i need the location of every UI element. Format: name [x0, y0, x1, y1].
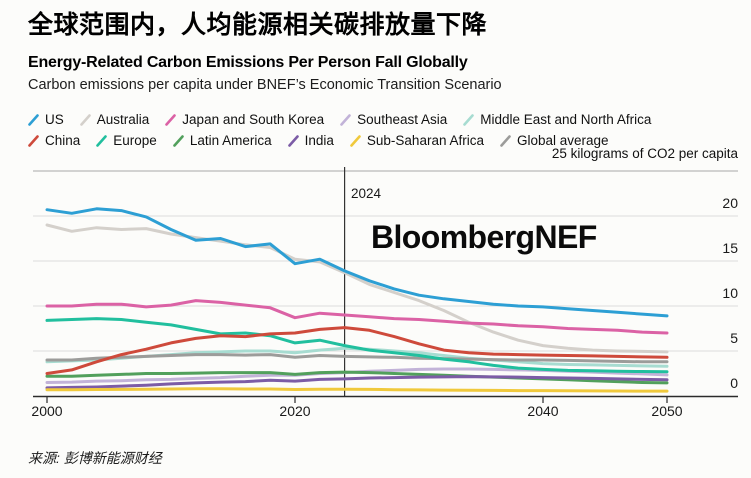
series-line-latin-america [45, 370, 669, 385]
legend-label: Southeast Asia [357, 112, 448, 127]
legend-item-europe: Europe [95, 131, 157, 150]
legend-item-us: US [27, 110, 64, 129]
y-axis-unit-label: 25 kilograms of CO2 per capita [551, 146, 738, 161]
legend-item-india: India [287, 131, 334, 150]
legend-slash-icon [28, 113, 39, 126]
legend-item-global-average: Global average [499, 131, 609, 150]
series-line-china [45, 326, 669, 375]
x-tick-label-2050: 2050 [651, 403, 683, 419]
legend-label: Sub-Saharan Africa [366, 133, 484, 148]
x-tick-label-2020: 2020 [279, 403, 311, 419]
legend-label: India [304, 133, 334, 148]
legend-slash-icon [173, 134, 184, 147]
legend-slash-icon [96, 134, 108, 147]
legend-slash-icon [79, 113, 91, 126]
y-tick-label-0: 0 [730, 375, 738, 391]
legend-slash-icon [340, 113, 351, 126]
legend-label: US [45, 112, 64, 127]
legend-item-latin-america: Latin America [172, 131, 272, 150]
legend-slash-icon [28, 134, 39, 147]
series-line-global-average [45, 353, 669, 364]
legend-item-southeast-asia: Southeast Asia [339, 110, 447, 129]
legend-label: China [45, 133, 81, 148]
y-tick-label-10: 10 [722, 285, 738, 301]
legend-label: Australia [96, 112, 150, 127]
y-tick-label-5: 5 [730, 330, 738, 346]
legend-label: Global average [516, 133, 609, 148]
bloombergnef-watermark: BloombergNEF [371, 219, 597, 255]
series-line-australia [45, 223, 669, 354]
legend-label: Latin America [189, 133, 272, 148]
legend-slash-icon [463, 113, 475, 126]
series-line-india [45, 375, 669, 390]
legend: US Australia Japan and South Korea Southeas… [27, 110, 739, 150]
legend-slash-icon [165, 113, 177, 126]
series-line-japan-and-south-korea [45, 299, 669, 335]
page-title-zh: 全球范围内，人均能源相关碳排放量下降 [28, 11, 488, 39]
legend-slash-icon [350, 134, 361, 147]
legend-item-australia: Australia [79, 110, 150, 129]
legend-item-china: China [27, 131, 80, 150]
chart-subtitle: Carbon emissions per capita under BNEF’s… [28, 77, 502, 93]
legend-label: Japan and South Korea [182, 112, 325, 127]
legend-item-sub-saharan-africa: Sub-Saharan Africa [349, 131, 484, 150]
series-line-us [45, 207, 669, 318]
legend-slash-icon [287, 134, 299, 147]
y-tick-label-15: 15 [722, 240, 738, 256]
x-tick-label-2040: 2040 [527, 403, 559, 419]
legend-label: Europe [113, 133, 157, 148]
source-note: 来源: 彭博新能源财经 [28, 450, 162, 466]
legend-item-japan-and-south-korea: Japan and South Korea [164, 110, 324, 129]
y-tick-label-20: 20 [722, 195, 738, 211]
chart-title: Energy-Related Carbon Emissions Per Pers… [28, 54, 468, 71]
present-year-label: 2024 [351, 186, 382, 201]
x-tick-label-2000: 2000 [31, 403, 63, 419]
legend-item-middle-east-and-north-africa: Middle East and North Africa [462, 110, 651, 129]
legend-label: Middle East and North Africa [480, 112, 652, 127]
series-line-sub-saharan-africa [45, 387, 669, 393]
legend-slash-icon [500, 134, 511, 147]
series-line-europe [45, 317, 669, 374]
